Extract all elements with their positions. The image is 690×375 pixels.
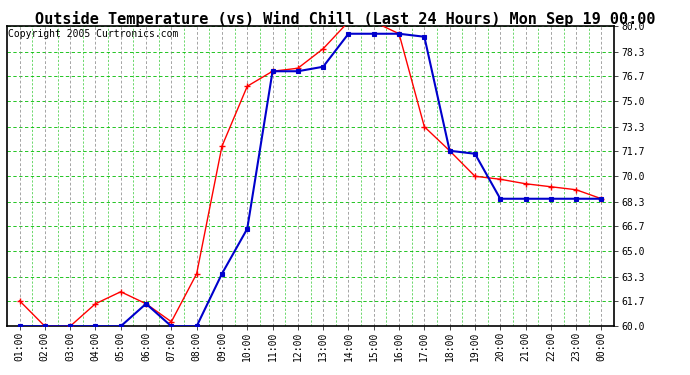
Text: Outside Temperature (vs) Wind Chill (Last 24 Hours) Mon Sep 19 00:00: Outside Temperature (vs) Wind Chill (Las…	[34, 11, 655, 27]
Text: Copyright 2005 Curtronics.com: Copyright 2005 Curtronics.com	[8, 29, 179, 39]
